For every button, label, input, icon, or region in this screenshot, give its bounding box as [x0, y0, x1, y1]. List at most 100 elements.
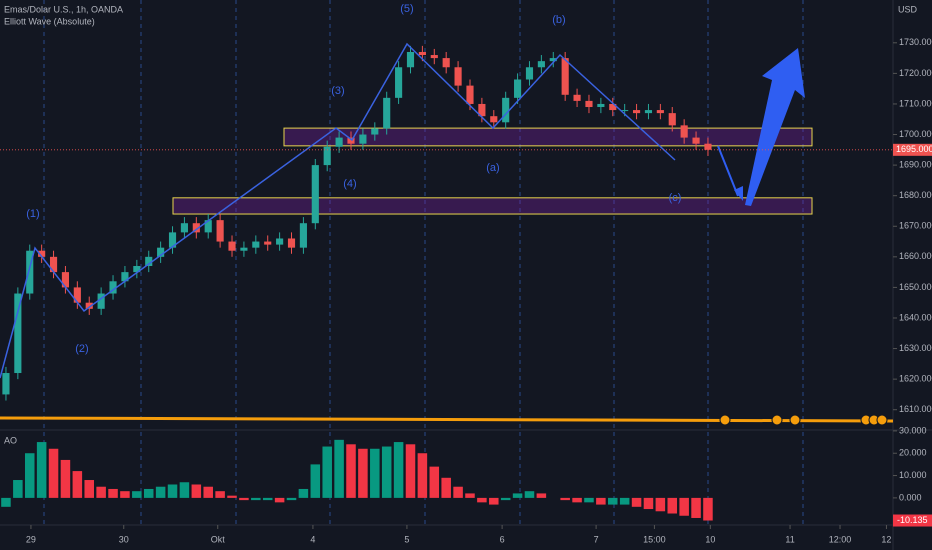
- candle-body: [157, 247, 165, 257]
- candle-body: [204, 220, 212, 233]
- candle-body: [561, 58, 569, 95]
- y-tick-label: 1640.000: [899, 312, 932, 322]
- ao-bar: [465, 493, 475, 498]
- candle-body: [133, 266, 141, 273]
- ao-bar: [1, 497, 11, 507]
- candle-body: [585, 100, 593, 108]
- ao-tick-label: 20.000: [899, 448, 927, 458]
- ao-bar: [489, 497, 499, 505]
- x-tick-label: 6: [500, 534, 505, 544]
- ao-bar: [560, 497, 570, 501]
- ao-bar: [48, 448, 59, 498]
- candle-body: [406, 51, 415, 68]
- ao-bar: [24, 453, 35, 498]
- x-tick-label: 29: [26, 534, 36, 544]
- candle-body: [525, 67, 534, 80]
- candle-body: [502, 97, 510, 123]
- x-tick-label: 10: [705, 534, 715, 544]
- ao-bar: [655, 497, 666, 512]
- ao-bar: [393, 442, 404, 498]
- ao-bar: [643, 497, 654, 510]
- candle-body: [168, 232, 177, 248]
- ao-bar: [512, 493, 523, 498]
- candle-body: [644, 110, 653, 114]
- candle-body: [264, 241, 272, 245]
- y-tick-label: 1610.000: [899, 404, 932, 414]
- y-tick-label: 1670.000: [899, 221, 932, 231]
- candle-body: [609, 103, 617, 111]
- candle-body: [490, 116, 498, 123]
- ao-bar: [536, 493, 547, 498]
- candle-body: [276, 238, 284, 245]
- ao-bar: [453, 486, 463, 498]
- zone: [283, 127, 813, 147]
- candle-body: [85, 302, 93, 309]
- x-tick-label: 4: [310, 534, 315, 544]
- wave-label: (2): [75, 343, 88, 355]
- candle-body: [418, 51, 426, 56]
- ao-bar: [322, 446, 332, 498]
- ao-bar: [215, 491, 225, 498]
- ao-bar: [203, 486, 213, 498]
- candle-body: [692, 137, 700, 144]
- x-tick-label: 12: [881, 534, 891, 544]
- ao-title: AO: [4, 435, 17, 445]
- projection-up-arrow: [745, 48, 805, 206]
- ao-bar: [84, 480, 94, 498]
- ao-bar: [584, 497, 594, 503]
- ao-bar: [191, 484, 202, 498]
- projection-down: [717, 145, 739, 197]
- ao-bar: [120, 491, 130, 498]
- ao-bar: [262, 497, 273, 501]
- ao-bar: [619, 497, 630, 505]
- ao-bar: [381, 446, 392, 498]
- zone: [172, 197, 813, 215]
- candle-body: [73, 287, 81, 303]
- ao-bar: [596, 497, 606, 505]
- ao-tick-label: 10.000: [899, 470, 927, 480]
- x-tick-label: 7: [594, 534, 599, 544]
- ao-bar: [155, 486, 166, 498]
- ao-bar: [310, 464, 321, 498]
- ao-bar: [227, 495, 237, 498]
- ao-bar: [417, 453, 428, 498]
- y-tick-label: 1620.000: [899, 374, 932, 384]
- wave-label: (5): [400, 3, 413, 15]
- events-line: [0, 416, 894, 423]
- x-tick-label: 11: [785, 534, 794, 544]
- ao-bar: [358, 448, 368, 498]
- candle-body: [466, 85, 474, 104]
- candle-body: [632, 110, 641, 114]
- candle-body: [97, 293, 105, 309]
- ao-bar: [703, 497, 713, 521]
- wave-label: (a): [486, 162, 499, 174]
- candle-body: [240, 247, 248, 251]
- ao-bar: [429, 466, 440, 498]
- candle-body: [192, 223, 200, 233]
- candle-body: [359, 134, 367, 144]
- ao-bar: [346, 444, 356, 498]
- ao-bar: [274, 497, 285, 503]
- chart-title: Emas/Dolar U.S., 1h, OANDA: [4, 4, 123, 14]
- ao-bar: [179, 482, 190, 498]
- ao-bar: [370, 448, 380, 498]
- candle-body: [252, 241, 260, 248]
- ao-bar: [36, 442, 47, 498]
- candle-body: [680, 125, 688, 138]
- candle-body: [216, 220, 224, 242]
- y-tick-label: 1630.000: [899, 343, 932, 353]
- wave-line: [0, 42, 676, 379]
- wave-label: (1): [26, 208, 39, 220]
- candle-body: [395, 67, 403, 98]
- x-tick-label: Okt: [211, 534, 226, 544]
- candle-body: [454, 67, 462, 86]
- wave-label: (b): [552, 14, 565, 26]
- ao-bar: [143, 488, 154, 498]
- last-price-label: 1695.000: [896, 144, 932, 154]
- ao-bar: [108, 488, 118, 498]
- y-tick-label: 1700.000: [899, 129, 932, 139]
- ao-bar: [251, 497, 261, 501]
- candle-body: [371, 128, 379, 135]
- y-tick-label: 1690.000: [899, 159, 932, 169]
- y-tick-label: 1660.000: [899, 251, 932, 261]
